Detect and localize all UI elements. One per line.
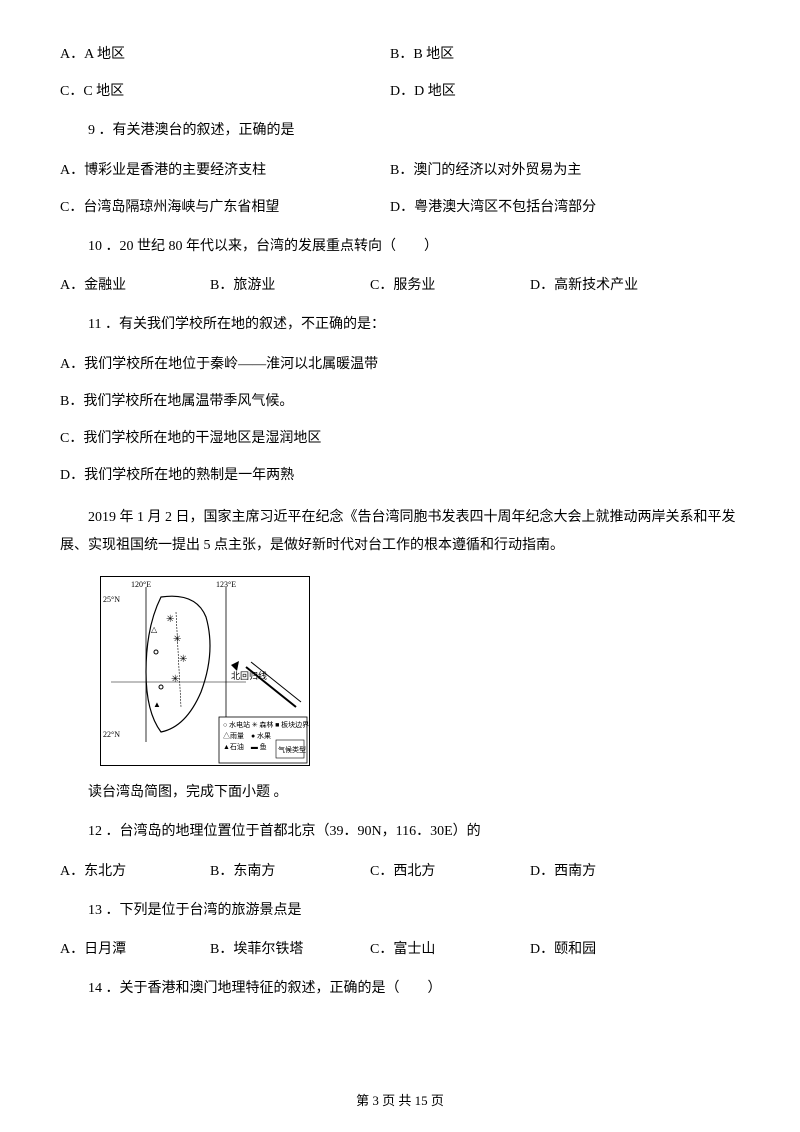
options-row: C．C 地区 D．D 地区 [60,79,740,104]
lon-left-label: 120°E [131,580,151,589]
q9-option-c: C．台湾岛隔琼州海峡与广东省相望 [60,195,390,220]
q9-option-d: D．粤港澳大湾区不包括台湾部分 [390,195,596,220]
q14-stem: 14 ．关于香港和澳门地理特征的叙述，正确的是（ ） [60,976,740,1001]
q12-option-a: A．东北方 [60,859,210,884]
q11-option-a: A．我们学校所在地位于秦岭——淮河以北属暖温带 [60,352,740,377]
q10-option-a: A．金融业 [60,273,210,298]
svg-text:✳: ✳ [179,654,187,665]
page-footer: 第 3 页 共 15 页 [0,1089,800,1112]
svg-text:△雨量 ● 水果: △雨量 ● 水果 [223,731,271,740]
svg-text:△: △ [151,625,158,634]
svg-text:▲: ▲ [153,700,161,709]
option-a: A．A 地区 [60,42,390,67]
options-row: A．金融业 B．旅游业 C．服务业 D．高新技术产业 [60,273,740,298]
option-d: D．D 地区 [390,79,456,104]
q13-option-b: B．埃菲尔铁塔 [210,937,370,962]
options-row: A．A 地区 B．B 地区 [60,42,740,67]
q10-option-b: B．旅游业 [210,273,370,298]
svg-text:○ 水电站 ✳ 森林 ■ 板块边界: ○ 水电站 ✳ 森林 ■ 板块边界 [223,720,309,729]
q11-stem: 11 ．有关我们学校所在地的叙述，不正确的是： [60,312,740,337]
lon-right-label: 123°E [216,580,236,589]
q13-option-d: D．颐和园 [530,937,690,962]
map-caption: 读台湾岛简图，完成下面小题 。 [60,780,740,805]
q11-option-b: B．我们学校所在地属温带季风气候。 [60,389,740,414]
q10-option-d: D．高新技术产业 [530,273,690,298]
q12-stem: 12 ．台湾岛的地理位置位于首都北京（39．90N，116．30E）的 [60,819,740,844]
q10-option-c: C．服务业 [370,273,530,298]
q11-option-c: C．我们学校所在地的干湿地区是湿润地区 [60,426,740,451]
option-b: B．B 地区 [390,42,454,67]
options-row: A．东北方 B．东南方 C．西北方 D．西南方 [60,859,740,884]
q9-stem: 9 ．有关港澳台的叙述，正确的是 [60,118,740,143]
legend-climate: 气候类型 [278,745,306,754]
svg-text:▲石油 ▬ 鱼: ▲石油 ▬ 鱼 [223,742,267,751]
lat-top-label: 25°N [103,595,120,604]
q12-option-d: D．西南方 [530,859,690,884]
q11-option-d: D．我们学校所在地的熟制是一年两熟 [60,463,740,488]
options-row: C．台湾岛隔琼州海峡与广东省相望 D．粤港澳大湾区不包括台湾部分 [60,195,740,220]
options-row: A．日月潭 B．埃菲尔铁塔 C．富士山 D．颐和园 [60,937,740,962]
map-svg: 120°E 123°E 25°N 22°N ✳ ✳ ✳ ✳ △ ▲ 北回归线 ○… [101,577,309,765]
q10-stem: 10 ．20 世纪 80 年代以来，台湾的发展重点转向（ ） [60,234,740,259]
q9-option-b: B．澳门的经济以对外贸易为主 [390,158,581,183]
svg-text:✳: ✳ [166,614,174,625]
q13-option-a: A．日月潭 [60,937,210,962]
tropic-label: 北回归线 [231,670,267,681]
q13-stem: 13 ．下列是位于台湾的旅游景点是 [60,898,740,923]
q9-option-a: A．博彩业是香港的主要经济支柱 [60,158,390,183]
taiwan-map: 120°E 123°E 25°N 22°N ✳ ✳ ✳ ✳ △ ▲ 北回归线 ○… [100,576,310,766]
passage-text: 2019 年 1 月 2 日，国家主席习近平在纪念《告台湾同胞书发表四十周年纪念… [60,504,740,560]
svg-text:✳: ✳ [171,674,179,685]
q13-option-c: C．富士山 [370,937,530,962]
options-row: A．博彩业是香港的主要经济支柱 B．澳门的经济以对外贸易为主 [60,158,740,183]
lat-bot-label: 22°N [103,730,120,739]
q12-option-b: B．东南方 [210,859,370,884]
option-c: C．C 地区 [60,79,390,104]
svg-text:✳: ✳ [173,634,181,645]
q12-option-c: C．西北方 [370,859,530,884]
